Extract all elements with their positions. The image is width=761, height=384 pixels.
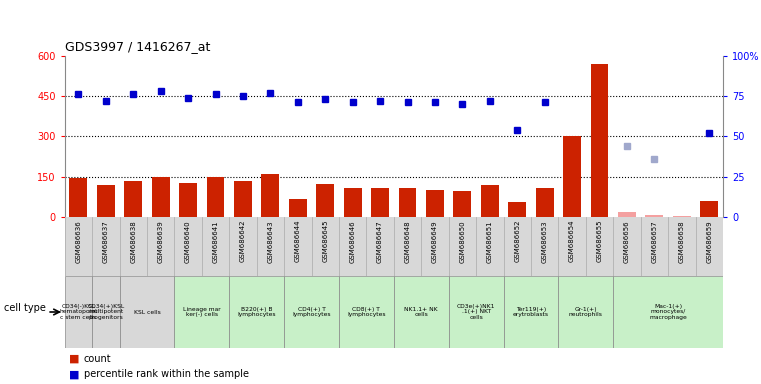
Text: GSM686650: GSM686650	[460, 220, 466, 263]
Text: GSM686652: GSM686652	[514, 220, 521, 262]
Text: ■: ■	[68, 354, 79, 364]
Bar	[179, 184, 197, 217]
Text: GSM686649: GSM686649	[432, 220, 438, 263]
Text: B220(+) B
lymphocytes: B220(+) B lymphocytes	[237, 306, 276, 318]
Bar	[393, 276, 449, 348]
Bar	[339, 276, 393, 348]
Text: GSM686644: GSM686644	[295, 220, 301, 262]
Bar	[504, 276, 559, 348]
Text: cell type: cell type	[4, 303, 46, 313]
Text: GSM686641: GSM686641	[212, 220, 218, 263]
Bar	[97, 185, 115, 217]
Bar	[119, 276, 174, 348]
Bar	[508, 202, 526, 217]
Bar	[124, 182, 142, 217]
Text: GSM686646: GSM686646	[349, 220, 355, 263]
Text: GSM686658: GSM686658	[679, 220, 685, 263]
Text: GSM686645: GSM686645	[322, 220, 328, 262]
Bar	[289, 200, 307, 217]
Text: NK1.1+ NK
cells: NK1.1+ NK cells	[404, 306, 438, 318]
Text: GSM686637: GSM686637	[103, 220, 109, 263]
Text: GSM686657: GSM686657	[651, 220, 658, 263]
Text: GSM686659: GSM686659	[706, 220, 712, 263]
Bar	[454, 190, 471, 217]
Bar	[700, 201, 718, 217]
Bar	[151, 177, 170, 217]
Text: GSM686643: GSM686643	[267, 220, 273, 263]
Bar	[284, 276, 339, 348]
Bar	[673, 216, 691, 217]
Bar	[613, 276, 723, 348]
Text: GSM686636: GSM686636	[75, 220, 81, 263]
Bar	[262, 174, 279, 217]
Text: GDS3997 / 1416267_at: GDS3997 / 1416267_at	[65, 40, 210, 53]
Text: Ter119(+)
erytroblasts: Ter119(+) erytroblasts	[513, 306, 549, 318]
Text: GSM686654: GSM686654	[569, 220, 575, 262]
Bar	[536, 188, 553, 217]
Bar	[317, 184, 334, 217]
Text: CD3e(+)NK1
.1(+) NKT
cells: CD3e(+)NK1 .1(+) NKT cells	[457, 304, 495, 320]
Text: CD8(+) T
lymphocytes: CD8(+) T lymphocytes	[347, 306, 386, 318]
Bar	[229, 276, 284, 348]
Bar	[207, 177, 224, 217]
Bar	[344, 188, 361, 217]
Text: Mac-1(+)
monocytes/
macrophage: Mac-1(+) monocytes/ macrophage	[649, 304, 687, 320]
Text: GSM686639: GSM686639	[158, 220, 164, 263]
Text: GSM686655: GSM686655	[597, 220, 603, 262]
Bar	[426, 190, 444, 217]
Text: GSM686640: GSM686640	[185, 220, 191, 263]
Bar	[481, 185, 498, 217]
Bar	[234, 182, 252, 217]
Text: percentile rank within the sample: percentile rank within the sample	[84, 369, 249, 379]
Text: CD4(+) T
lymphocytes: CD4(+) T lymphocytes	[292, 306, 331, 318]
Bar	[399, 188, 416, 217]
Bar	[449, 276, 504, 348]
Text: GSM686642: GSM686642	[240, 220, 246, 262]
Text: CD34(-)KSL
hematopoiet
c stem cells: CD34(-)KSL hematopoiet c stem cells	[59, 304, 97, 320]
Bar	[559, 276, 613, 348]
Text: Gr-1(+)
neutrophils: Gr-1(+) neutrophils	[569, 306, 603, 318]
Bar	[591, 64, 609, 217]
Text: GSM686648: GSM686648	[405, 220, 410, 263]
Bar	[618, 212, 636, 217]
Text: GSM686647: GSM686647	[377, 220, 383, 263]
Bar	[69, 178, 88, 217]
Text: GSM686638: GSM686638	[130, 220, 136, 263]
Text: Lineage mar
ker(-) cells: Lineage mar ker(-) cells	[183, 306, 221, 318]
Bar	[563, 136, 581, 217]
Bar	[645, 215, 664, 217]
Bar	[65, 276, 92, 348]
Text: GSM686656: GSM686656	[624, 220, 630, 263]
Text: KSL cells: KSL cells	[134, 310, 161, 314]
Bar	[371, 188, 389, 217]
Text: count: count	[84, 354, 111, 364]
Text: CD34(+)KSL
multipotent
progenitors: CD34(+)KSL multipotent progenitors	[88, 304, 125, 320]
Bar	[174, 276, 229, 348]
Text: GSM686651: GSM686651	[487, 220, 493, 263]
Text: GSM686653: GSM686653	[542, 220, 548, 263]
Bar	[92, 276, 119, 348]
Text: ■: ■	[68, 369, 79, 379]
